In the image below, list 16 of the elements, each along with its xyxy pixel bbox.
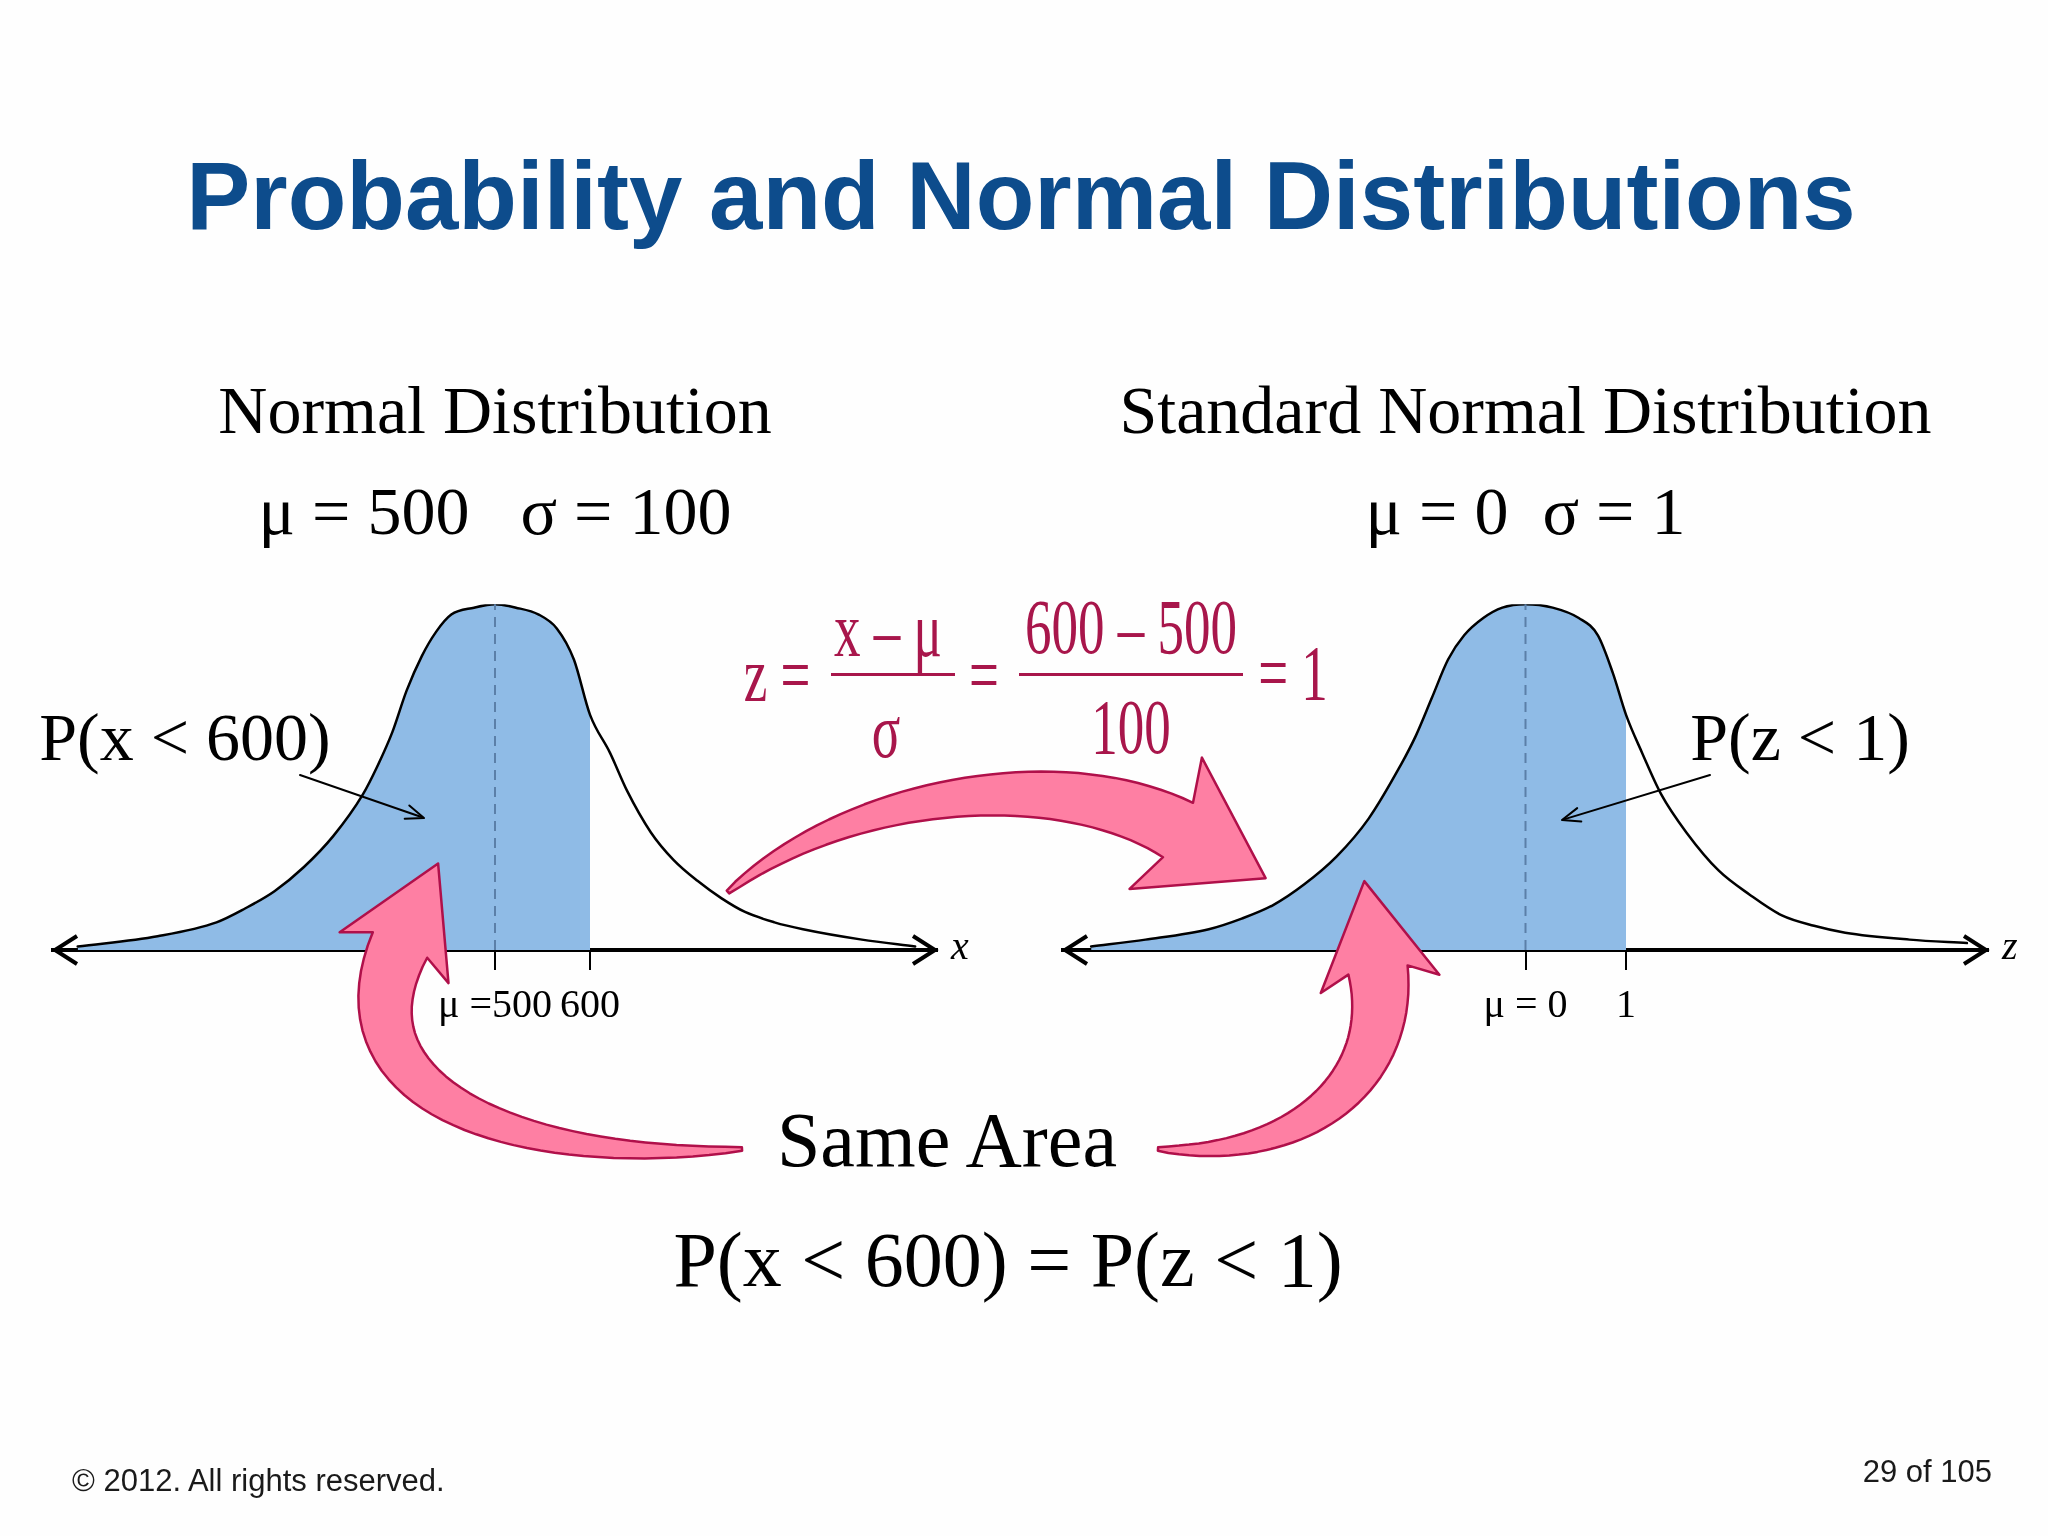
chart-subtitle: μ = 0 σ = 1 [1365, 473, 1686, 550]
x-tick-label: 600 [560, 980, 621, 1026]
x-tick-label: μ = 0 [1483, 980, 1568, 1026]
text: Probability and Normal Distributions [186, 142, 1856, 249]
text: P(x < 600) = P(z < 1) [673, 1216, 1343, 1303]
x-axis-title: z [2001, 922, 2018, 968]
x-axis-title: x [950, 922, 969, 968]
text: 29 of 105 [1862, 1453, 1992, 1489]
x-tick-label: 1 [1616, 980, 1637, 1026]
x-tick-label: μ =500 [437, 980, 553, 1026]
chart-subtitle: μ = 500 σ = 100 [258, 473, 732, 550]
text: = [969, 631, 999, 718]
text: Same Area [776, 1096, 1118, 1183]
text: © 2012. All rights reserved. [72, 1462, 445, 1498]
chart-title: Standard Normal Distribution [1119, 371, 1932, 448]
chart-title: Normal Distribution [218, 371, 772, 448]
